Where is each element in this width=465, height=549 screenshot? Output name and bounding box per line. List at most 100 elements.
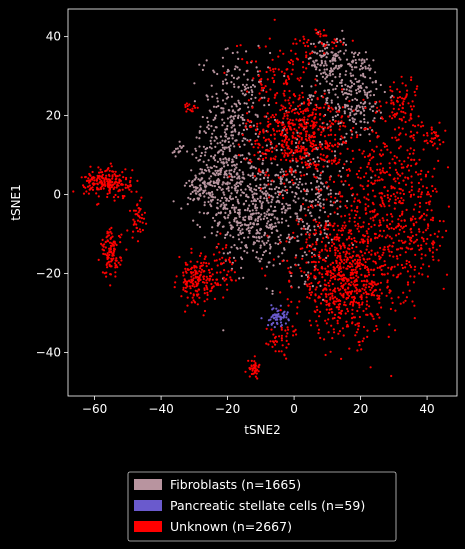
scatter-point (301, 125, 304, 128)
scatter-point (386, 219, 389, 222)
scatter-point (412, 281, 415, 284)
scatter-point (420, 121, 423, 124)
scatter-point (362, 292, 365, 295)
scatter-point (406, 149, 409, 152)
scatter-point (270, 323, 273, 326)
scatter-point (424, 173, 428, 176)
scatter-point (318, 257, 321, 260)
scatter-point (359, 84, 362, 88)
scatter-point (433, 142, 436, 145)
scatter-point (279, 291, 282, 294)
scatter-point (297, 220, 300, 223)
scatter-point (259, 183, 262, 186)
scatter-point (324, 62, 327, 65)
scatter-point (102, 187, 105, 190)
scatter-point (402, 100, 405, 103)
scatter-point (379, 221, 382, 224)
scatter-point (353, 66, 356, 69)
scatter-point (334, 143, 337, 146)
scatter-point (305, 241, 308, 244)
scatter-point (182, 144, 185, 148)
scatter-point (277, 242, 280, 246)
scatter-point (390, 213, 393, 216)
scatter-point (332, 266, 335, 269)
scatter-point (223, 215, 226, 219)
scatter-point (231, 179, 234, 182)
scatter-point (390, 194, 393, 197)
scatter-point (349, 284, 352, 287)
scatter-point (362, 72, 365, 75)
scatter-point (235, 154, 238, 157)
scatter-point (201, 68, 204, 71)
scatter-point (403, 230, 406, 233)
scatter-point (338, 244, 341, 247)
scatter-point (274, 335, 277, 338)
scatter-point (274, 113, 277, 116)
scatter-point (88, 184, 91, 187)
series-1-points (260, 304, 290, 329)
scatter-point (404, 96, 407, 99)
scatter-point (260, 89, 263, 92)
scatter-point (225, 203, 228, 206)
scatter-point (252, 243, 255, 246)
scatter-point (281, 259, 284, 263)
scatter-point (242, 216, 245, 219)
scatter-point (397, 296, 400, 299)
scatter-point (329, 224, 332, 227)
scatter-point (275, 321, 279, 324)
scatter-point (223, 147, 226, 151)
scatter-point (337, 174, 340, 177)
scatter-point (431, 185, 434, 188)
scatter-point (201, 281, 205, 284)
scatter-point (295, 219, 298, 222)
scatter-point (373, 208, 376, 211)
scatter-point (269, 340, 272, 343)
scatter-point (290, 171, 293, 174)
scatter-point (338, 66, 341, 69)
scatter-point (294, 212, 297, 215)
scatter-point (231, 197, 235, 200)
scatter-point (360, 250, 363, 254)
scatter-point (375, 324, 378, 328)
scatter-point (363, 91, 366, 94)
scatter-point (199, 193, 202, 196)
scatter-point (303, 118, 306, 121)
scatter-point (296, 312, 299, 315)
scatter-point (274, 192, 277, 195)
scatter-point (336, 273, 339, 276)
scatter-point (363, 118, 366, 121)
scatter-point (400, 119, 403, 122)
scatter-point (294, 95, 297, 98)
scatter-point (399, 174, 402, 177)
scatter-point (270, 194, 273, 197)
scatter-point (359, 64, 363, 68)
scatter-point (251, 190, 254, 193)
scatter-point (109, 181, 112, 184)
scatter-point (114, 271, 117, 274)
scatter-point (237, 202, 240, 205)
scatter-point (330, 277, 333, 280)
scatter-point (294, 137, 297, 140)
scatter-point (327, 159, 331, 162)
scatter-point (395, 234, 398, 237)
scatter-point (368, 90, 371, 94)
scatter-point (203, 154, 207, 157)
scatter-point (200, 268, 204, 271)
scatter-point (290, 286, 293, 289)
scatter-point (402, 116, 405, 119)
scatter-point (344, 224, 347, 227)
y-tick-label: 40 (46, 30, 61, 44)
scatter-point (304, 109, 307, 113)
scatter-point (202, 261, 205, 264)
scatter-point (276, 92, 279, 95)
scatter-point (179, 150, 182, 153)
scatter-point (373, 215, 377, 218)
scatter-point (186, 108, 189, 111)
scatter-point (426, 191, 430, 194)
scatter-point (248, 210, 251, 213)
scatter-point (401, 106, 404, 109)
scatter-point (373, 182, 376, 185)
scatter-point (386, 193, 389, 197)
scatter-point (241, 133, 244, 136)
scatter-point (366, 275, 369, 278)
